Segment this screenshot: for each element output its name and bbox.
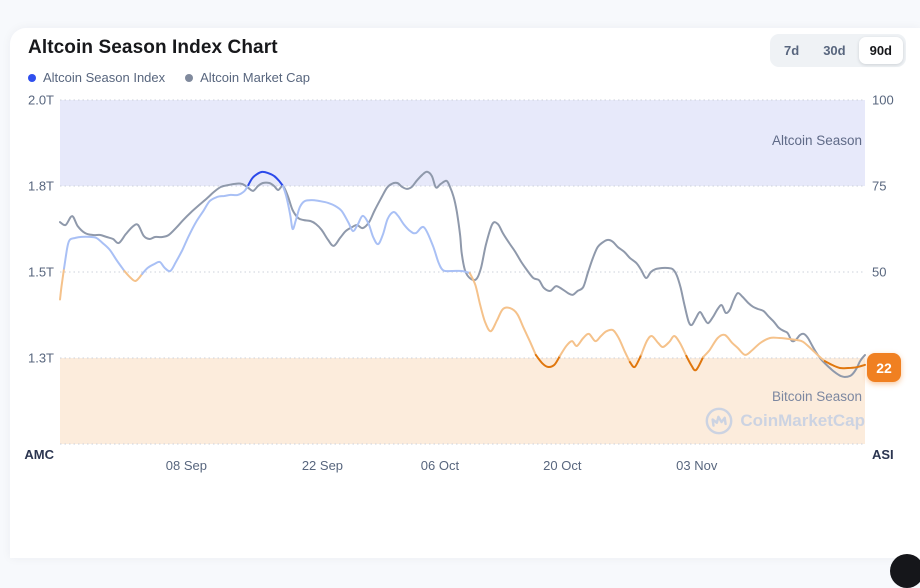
x-axis-tick: 08 Sep <box>165 458 207 473</box>
coinmarketcap-logo-icon <box>705 407 733 435</box>
chart-canvas <box>59 99 866 445</box>
x-axis-tick: 22 Sep <box>301 458 344 473</box>
y-axis-tick-right: 75 <box>872 178 887 194</box>
y-axis-tick-left: 1.5T <box>27 264 54 280</box>
left-axis-title: AMC <box>24 447 54 462</box>
watermark-brand: CoinMarketCap <box>740 411 865 430</box>
legend-dot-gray-icon <box>185 73 194 82</box>
y-axis-tick-right: 100 <box>872 92 894 108</box>
legend-label: Altcoin Season Index <box>43 70 166 85</box>
legend-label: Altcoin Market Cap <box>200 70 310 85</box>
legend-item-altcoin-season-index[interactable]: Altcoin Season Index <box>28 70 165 85</box>
x-axis-tick: 20 Oct <box>543 458 582 473</box>
y-axis-tick-left: 1.8T <box>27 178 54 194</box>
right-axis-title: ASI <box>872 447 894 462</box>
y-axis-tick-left: 2.0T <box>27 92 54 108</box>
bitcoin-season-band-label: Bitcoin Season <box>771 389 862 404</box>
chart-plot-area[interactable] <box>60 100 865 444</box>
range-switcher: 7d 30d 90d <box>770 34 906 67</box>
legend: Altcoin Season Index Altcoin Market Cap <box>28 70 310 85</box>
y-axis-tick-left: 1.3T <box>27 350 54 366</box>
y-axis-tick-right: 50 <box>872 264 887 280</box>
page-title: Altcoin Season Index Chart <box>28 37 278 58</box>
range-button-90d[interactable]: 90d <box>858 37 903 64</box>
legend-item-altcoin-market-cap[interactable]: Altcoin Market Cap <box>185 70 310 85</box>
range-button-30d[interactable]: 30d <box>812 37 856 64</box>
x-axis-tick: 06 Oct <box>420 458 460 473</box>
current-value-badge: 22 <box>867 353 901 382</box>
floating-action-button[interactable] <box>890 554 920 588</box>
chart-card: Altcoin Season Index Chart 7d 30d 90d Al… <box>10 28 920 588</box>
altcoin-season-band-label: Altcoin Season <box>771 133 862 148</box>
coinmarketcap-watermark: CoinMarketCap <box>704 406 865 436</box>
legend-dot-blue-icon <box>28 73 36 82</box>
x-axis-tick: 03 Nov <box>676 458 718 473</box>
range-button-7d[interactable]: 7d <box>773 37 810 64</box>
